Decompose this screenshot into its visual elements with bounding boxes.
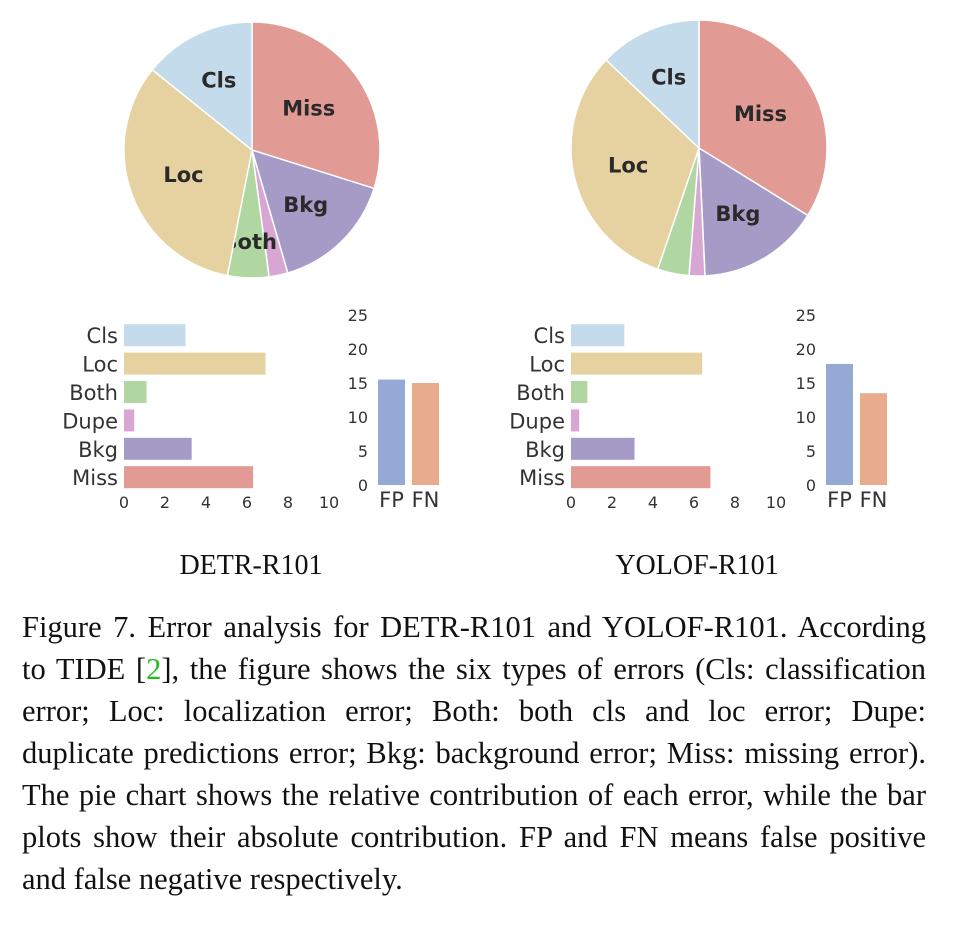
error-bar-x-tick: 0 — [119, 493, 129, 512]
pie-label-bkg: Bkg — [283, 193, 328, 217]
fp-fn-label-fp: FP — [827, 488, 852, 512]
fp-fn-bar-fp — [826, 363, 853, 485]
fp-fn-label-fn: FN — [860, 488, 888, 512]
error-bar-dupe — [124, 409, 135, 432]
error-bar-miss — [124, 466, 254, 489]
error-bar-x-tick: 8 — [730, 493, 740, 512]
pie-chart: Miss Bkg Loc Cls — [570, 19, 828, 277]
error-bar-label-loc: Loc — [82, 353, 118, 377]
caption-text-rest: ], the figure shows the six types of err… — [22, 652, 926, 896]
pie-label-cls: Cls — [201, 69, 236, 93]
error-bar-label-dupe: Dupe — [62, 409, 118, 433]
pie-label-loc: Loc — [608, 154, 648, 178]
fp-fn-y-tick: 15 — [348, 374, 368, 393]
figure-caption: Figure 7. Error analysis for DETR-R101 a… — [22, 606, 926, 900]
pie-slice-miss — [251, 21, 381, 190]
error-bar-loc — [571, 352, 703, 375]
fp-fn-label-fp: FP — [379, 488, 404, 512]
error-bar-label-bkg: Bkg — [78, 438, 118, 462]
fp-fn-y-tick: 20 — [796, 340, 816, 359]
error-bar-both — [571, 381, 588, 403]
error-bar-label-both: Both — [69, 381, 118, 405]
fp-fn-y-tick: 0 — [358, 476, 368, 495]
error-bar-x-tick: 10 — [766, 493, 786, 512]
pie-label-miss: Miss — [734, 102, 787, 126]
fp-fn-y-tick: 25 — [796, 306, 816, 325]
pie-slice-miss — [698, 19, 828, 217]
pie-slice-loc — [570, 58, 700, 271]
error-bar-x-tick: 8 — [283, 493, 293, 512]
pie-slice-cls — [151, 21, 253, 152]
yolof-panel-title: YOLOF-R101 — [615, 550, 778, 581]
fp-fn-y-tick: 20 — [348, 340, 368, 359]
fp-fn-y-tick: 10 — [796, 408, 816, 427]
error-bar-label-loc: Loc — [529, 353, 565, 377]
error-bar-cls — [571, 324, 625, 347]
error-bar-x-tick: 4 — [648, 493, 658, 512]
pie-slice-bkg — [250, 148, 376, 274]
fp-fn-bar-chart: 0 5 10 15 20 25 FP FN — [796, 306, 888, 512]
fp-fn-y-tick: 25 — [348, 306, 368, 325]
error-bar-label-cls: Cls — [534, 324, 565, 348]
fp-fn-y-tick: 15 — [796, 374, 816, 393]
error-bar-x-tick: 2 — [607, 493, 617, 512]
error-bar-x-tick: 10 — [319, 493, 339, 512]
fp-fn-y-tick: 0 — [806, 476, 816, 495]
fp-fn-y-tick: 5 — [358, 442, 368, 461]
caption-citation-link[interactable]: 2 — [146, 652, 162, 686]
error-bar-miss — [571, 466, 711, 489]
error-bar-label-both: Both — [516, 381, 565, 405]
detr-panel-title: DETR-R101 — [179, 550, 322, 581]
error-bar-label-miss: Miss — [72, 466, 118, 490]
error-bar-x-tick: 2 — [160, 493, 170, 512]
pie-label-cls: Cls — [651, 65, 686, 89]
error-bar-bkg — [571, 437, 635, 460]
pie-label-loc: Loc — [163, 163, 203, 187]
pie-label-bkg: Bkg — [715, 202, 760, 226]
fp-fn-bar-fp — [378, 379, 405, 485]
pie-label-miss: Miss — [282, 96, 335, 120]
error-bar-loc — [124, 352, 266, 375]
error-bar-x-tick: 6 — [242, 493, 252, 512]
error-bar-label-bkg: Bkg — [525, 438, 565, 462]
pie-slice-loc — [123, 68, 253, 277]
fp-fn-y-tick: 10 — [348, 408, 368, 427]
pie-slice-cls — [604, 19, 700, 150]
fp-fn-y-tick: 5 — [806, 442, 816, 461]
error-bar-cls — [124, 324, 186, 347]
error-bar-bkg — [124, 437, 192, 460]
error-bar-x-tick: 0 — [566, 493, 576, 512]
error-bar-label-cls: Cls — [87, 324, 118, 348]
error-bar-both — [124, 381, 147, 403]
error-bar-label-miss: Miss — [519, 466, 565, 490]
error-bar-x-tick: 4 — [201, 493, 211, 512]
fp-fn-label-fn: FN — [412, 488, 440, 512]
error-bar-dupe — [571, 409, 580, 432]
error-bar-label-dupe: Dupe — [509, 409, 565, 433]
fp-fn-bar-fn — [412, 383, 439, 485]
fp-fn-bar-fn — [860, 393, 887, 485]
caption-text-start: Figure 7. Error analysis for DETR-R101 a… — [22, 610, 926, 686]
pie-slice-bkg — [698, 146, 809, 277]
error-bar-x-tick: 6 — [689, 493, 699, 512]
fp-fn-bar-chart: 0 5 10 15 20 25 FP FN — [348, 306, 440, 512]
